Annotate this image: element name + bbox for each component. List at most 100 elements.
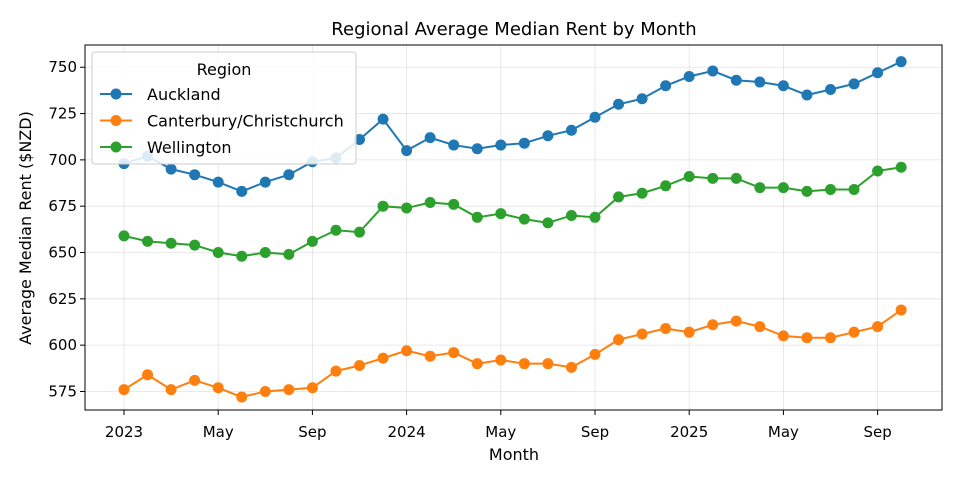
data-point bbox=[872, 165, 884, 177]
data-point bbox=[401, 202, 413, 214]
data-point bbox=[283, 169, 295, 181]
series-layer bbox=[118, 56, 907, 403]
data-point bbox=[495, 139, 507, 151]
data-point bbox=[401, 345, 413, 357]
x-tick-label: Sep bbox=[863, 423, 891, 441]
data-point bbox=[565, 209, 577, 221]
data-point bbox=[825, 332, 836, 344]
series-auckland bbox=[118, 56, 907, 197]
data-point bbox=[683, 70, 695, 82]
data-point bbox=[730, 315, 742, 327]
data-point bbox=[306, 382, 318, 394]
data-point bbox=[895, 161, 907, 173]
y-tick-label: 575 bbox=[48, 382, 77, 400]
data-point bbox=[660, 80, 672, 92]
y-tick-label: 675 bbox=[48, 197, 77, 215]
data-point bbox=[660, 322, 672, 334]
data-point bbox=[872, 67, 884, 79]
data-point bbox=[895, 304, 907, 316]
data-point bbox=[236, 185, 248, 197]
data-point bbox=[212, 247, 224, 259]
series-line bbox=[123, 166, 902, 258]
legend: Region Auckland Canterbury/Christchurch We… bbox=[91, 51, 357, 165]
data-point bbox=[636, 93, 648, 105]
data-point bbox=[848, 184, 860, 196]
data-point bbox=[236, 250, 248, 262]
data-point bbox=[401, 145, 413, 157]
data-point bbox=[189, 169, 201, 181]
data-point bbox=[565, 124, 577, 136]
data-point bbox=[471, 211, 483, 223]
data-point bbox=[660, 180, 672, 192]
data-point bbox=[495, 354, 507, 366]
series-wellington bbox=[118, 161, 907, 262]
legend-box bbox=[91, 51, 357, 165]
plot-frame bbox=[84, 44, 943, 411]
data-point bbox=[636, 328, 648, 340]
data-point bbox=[354, 360, 365, 372]
data-point bbox=[142, 369, 154, 381]
data-point bbox=[259, 385, 271, 397]
data-point bbox=[118, 230, 130, 242]
series-canterbury-christchurch bbox=[118, 304, 907, 403]
x-tick-label: May bbox=[768, 423, 799, 441]
data-point bbox=[683, 326, 695, 338]
data-point bbox=[825, 184, 836, 196]
x-tick-label: May bbox=[203, 423, 234, 441]
data-point bbox=[542, 358, 554, 370]
data-point bbox=[613, 98, 625, 110]
data-point bbox=[189, 374, 201, 386]
data-point bbox=[754, 76, 766, 88]
legend-title: Region bbox=[197, 60, 252, 79]
data-point bbox=[471, 143, 483, 155]
data-point bbox=[424, 350, 436, 362]
data-point bbox=[259, 176, 271, 188]
data-point bbox=[730, 172, 742, 184]
data-point bbox=[189, 239, 201, 251]
data-point bbox=[848, 78, 860, 90]
data-point bbox=[801, 89, 813, 101]
y-tick-label: 600 bbox=[48, 336, 77, 354]
data-point bbox=[354, 226, 365, 238]
data-point bbox=[589, 348, 601, 360]
data-point bbox=[683, 171, 695, 183]
data-point bbox=[801, 332, 813, 344]
data-point bbox=[330, 365, 342, 377]
data-point bbox=[424, 196, 436, 208]
series-line bbox=[123, 60, 902, 193]
data-point bbox=[754, 321, 766, 333]
data-point bbox=[448, 347, 460, 359]
data-point bbox=[165, 384, 177, 396]
data-point bbox=[613, 334, 625, 346]
data-point bbox=[730, 74, 742, 86]
data-point bbox=[589, 111, 601, 123]
data-point bbox=[542, 130, 554, 142]
data-point bbox=[565, 361, 577, 373]
series-line bbox=[123, 309, 902, 399]
data-point bbox=[283, 384, 295, 396]
y-axis: 575 600 625 650 675 700 725 750 bbox=[48, 58, 85, 400]
x-tick-label: 2023 bbox=[105, 423, 143, 441]
legend-label: Wellington bbox=[147, 138, 232, 157]
data-point bbox=[777, 182, 789, 194]
data-point bbox=[236, 391, 248, 403]
chart-title: Regional Average Median Rent by Month bbox=[331, 19, 696, 40]
x-axis-label: Month bbox=[489, 445, 539, 464]
legend-marker bbox=[110, 88, 122, 100]
data-point bbox=[377, 352, 389, 364]
data-point bbox=[283, 248, 295, 260]
x-tick-label: May bbox=[485, 423, 516, 441]
data-point bbox=[354, 133, 365, 145]
legend-marker bbox=[110, 141, 122, 153]
data-point bbox=[142, 235, 154, 247]
y-tick-label: 725 bbox=[48, 105, 77, 123]
x-tick-label: 2025 bbox=[670, 423, 708, 441]
data-point bbox=[448, 198, 460, 210]
data-point bbox=[118, 384, 130, 396]
data-point bbox=[825, 83, 836, 95]
y-tick-label: 750 bbox=[48, 58, 77, 76]
data-point bbox=[589, 211, 601, 223]
legend-label: Auckland bbox=[147, 85, 221, 104]
legend-label: Canterbury/Christchurch bbox=[147, 112, 344, 131]
